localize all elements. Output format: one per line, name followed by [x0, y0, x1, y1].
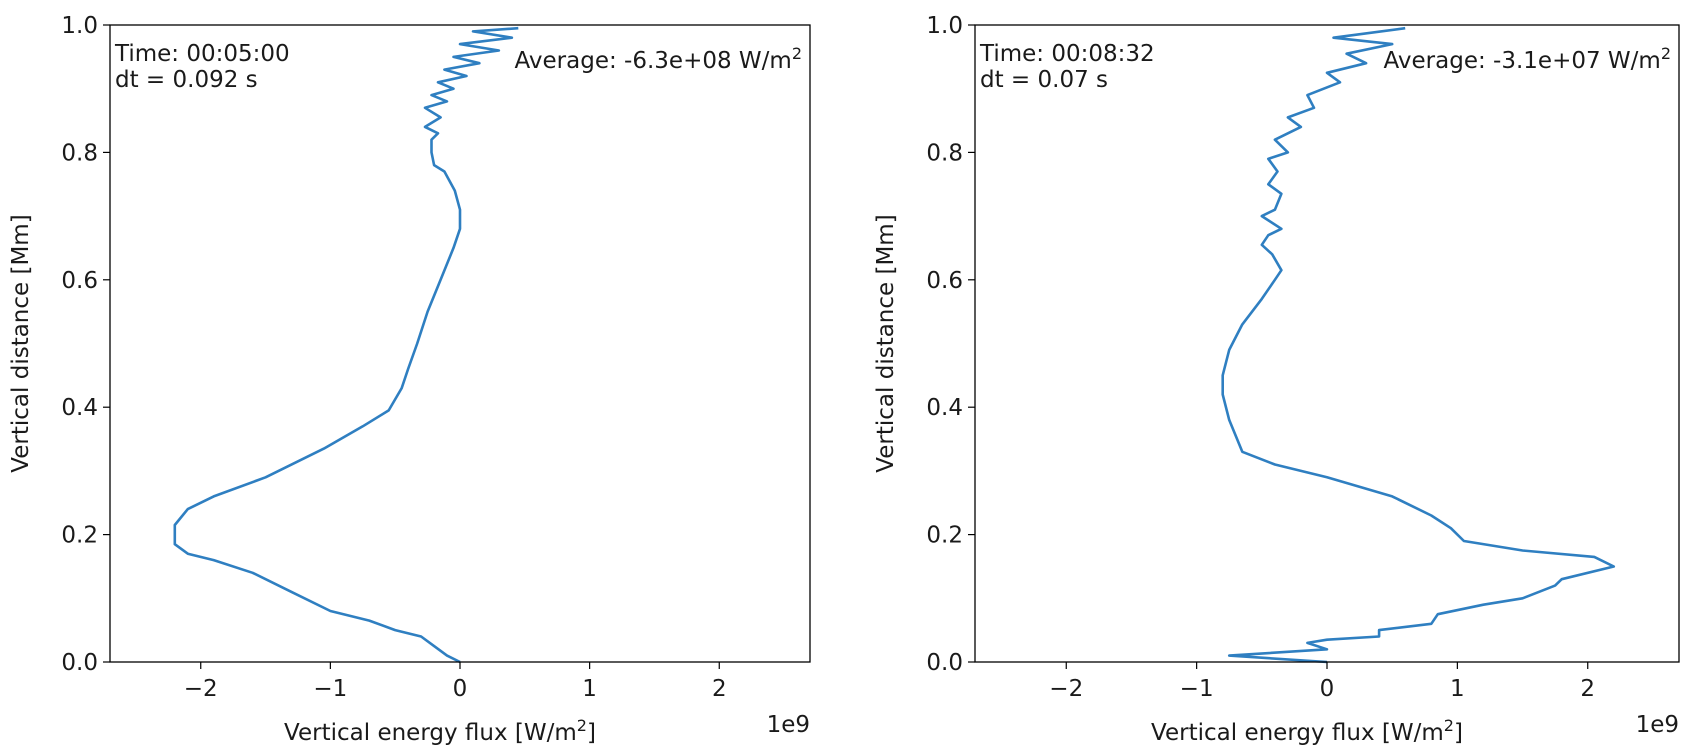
dt-annotation: dt = 0.07 s [980, 67, 1108, 93]
x-tick-label: −2 [184, 676, 218, 702]
flux-series-line [1221, 26, 1616, 664]
axes-frame [109, 24, 811, 663]
dt-annotation: dt = 0.092 s [115, 67, 258, 93]
y-tick-label: 0.6 [61, 268, 98, 294]
time-annotation: Time: 00:05:00 [114, 41, 290, 67]
y-tick-label: 0.8 [926, 140, 963, 166]
x-tick-label: 0 [1320, 676, 1335, 702]
average-annotation: Average: -3.1e+07 W/m2 [1384, 44, 1671, 74]
y-tick-label: 0.2 [61, 523, 98, 549]
x-tick-label: −2 [1049, 676, 1083, 702]
y-tick-label: 0.0 [61, 650, 98, 676]
y-tick-label: 0.8 [61, 140, 98, 166]
x-axis-label: Vertical energy flux [W/m2] [1151, 716, 1463, 746]
x-axis-label-main: Vertical energy flux [W/m [284, 720, 577, 746]
x-tick-label: 1 [582, 676, 597, 702]
left-plot-panel: −2 −1 0 1 2 0.0 0.2 0.4 0.6 0.8 1.0 Vertical energy… [8, 13, 811, 746]
x-tick-label: −1 [313, 676, 347, 702]
right-plot-panel: −2 −1 0 1 2 0.0 0.2 0.4 0.6 0.8 1.0 Vertical energy… [873, 13, 1680, 746]
average-annotation-superscript: 2 [1661, 44, 1671, 63]
x-axis-label-main: Vertical energy flux [W/m [1151, 720, 1444, 746]
y-tick-label: 0.2 [926, 523, 963, 549]
average-annotation: Average: -6.3e+08 W/m2 [515, 44, 802, 74]
y-tick-label: 1.0 [926, 13, 963, 39]
x-offset-label: 1e9 [767, 712, 810, 738]
x-axis-label: Vertical energy flux [W/m2] [284, 716, 596, 746]
flux-series-line [173, 26, 519, 664]
y-axis-label: Vertical distance [Mm] [873, 214, 899, 472]
average-annotation-superscript: 2 [792, 44, 802, 63]
y-tick-label: 0.4 [926, 395, 963, 421]
x-tick-label: 2 [1580, 676, 1595, 702]
x-axis-label-superscript: 2 [1444, 716, 1454, 735]
x-axis-label-superscript: 2 [577, 716, 587, 735]
x-tick-label: −1 [1180, 676, 1214, 702]
x-tick-label: 0 [453, 676, 468, 702]
time-annotation: Time: 00:08:32 [979, 41, 1155, 67]
y-axis-label: Vertical distance [Mm] [8, 214, 34, 472]
x-axis-label-end: ] [587, 720, 596, 746]
y-tick-label: 0.6 [926, 268, 963, 294]
average-annotation-main: Average: -6.3e+08 W/m [515, 48, 792, 74]
axes-frame [974, 24, 1680, 663]
x-axis-label-end: ] [1454, 720, 1463, 746]
x-offset-label: 1e9 [1636, 712, 1679, 738]
y-tick-label: 1.0 [61, 13, 98, 39]
y-tick-label: 0.0 [926, 650, 963, 676]
average-annotation-main: Average: -3.1e+07 W/m [1384, 48, 1661, 74]
x-tick-label: 2 [712, 676, 727, 702]
y-tick-label: 0.4 [61, 395, 98, 421]
x-tick-label: 1 [1450, 676, 1465, 702]
